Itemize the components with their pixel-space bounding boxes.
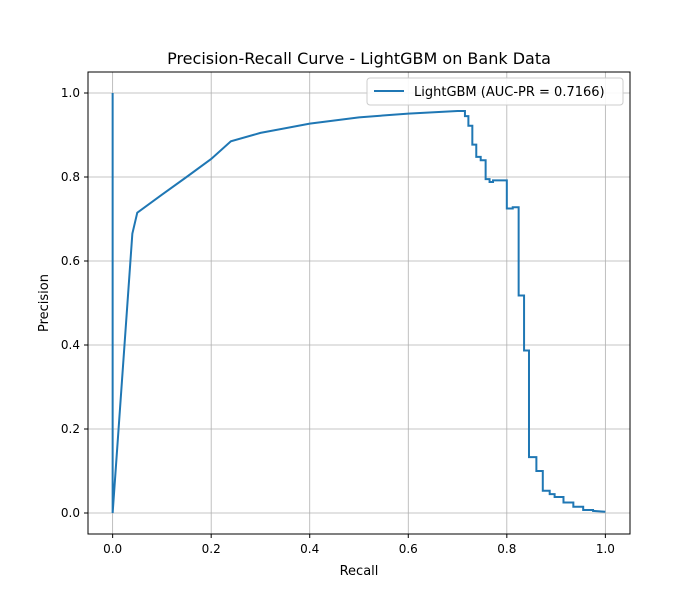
x-tick-label: 1.0	[596, 542, 615, 556]
curve-layer	[111, 93, 606, 514]
legend-label: LightGBM (AUC-PR = 0.7166)	[414, 85, 605, 100]
x-tick-label: 0.6	[399, 542, 418, 556]
legend: LightGBM (AUC-PR = 0.7166)	[366, 77, 624, 106]
y-tick-label: 0.4	[61, 338, 80, 352]
y-tick-label: 0.6	[61, 254, 80, 268]
y-tick-label: 0.8	[61, 170, 80, 184]
legend-box	[366, 77, 624, 106]
y-tick-label: 0.0	[61, 506, 80, 520]
axis-ticks: 0.0 0.2 0.4 0.6 0.8 1.0 0.0 0.2 0.4 0.6 0.8 1.0	[61, 86, 615, 556]
grid-lines	[88, 72, 630, 534]
pr-curve-line	[111, 93, 606, 514]
x-tick-label: 0.4	[300, 542, 319, 556]
x-axis-label: Recall	[340, 564, 379, 579]
x-tick-label: 0.0	[103, 542, 122, 556]
y-axis-label: Precision	[37, 274, 52, 332]
chart-title: Precision-Recall Curve - LightGBM on Ban…	[167, 49, 551, 68]
x-tick-label: 0.2	[202, 542, 221, 556]
x-tick-label: 0.8	[497, 542, 516, 556]
plot-frame	[87, 71, 631, 535]
y-tick-label: 0.2	[61, 422, 80, 436]
y-tick-label: 1.0	[61, 86, 80, 100]
